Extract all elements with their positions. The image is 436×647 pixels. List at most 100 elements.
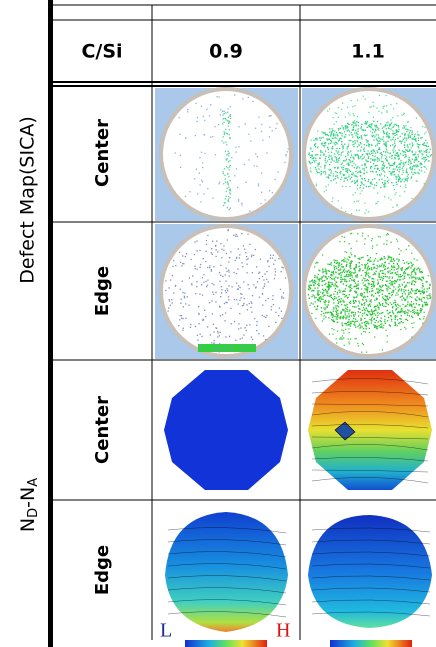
defect-dot — [396, 258, 398, 260]
defect-dot — [207, 187, 209, 190]
defect-dot — [370, 144, 373, 146]
defect-dot — [413, 306, 416, 308]
defect-dot — [325, 185, 327, 188]
defect-dot — [211, 349, 214, 351]
defect-dot — [327, 148, 330, 151]
defect-dot — [366, 286, 368, 289]
defect-dot — [377, 142, 379, 144]
defect-dot — [309, 284, 311, 286]
defect-dot — [326, 286, 328, 288]
defect-dot — [322, 280, 324, 282]
defect-dot — [356, 167, 358, 170]
defect-dot — [326, 290, 329, 292]
defect-dot — [317, 146, 319, 148]
defect-dot — [335, 308, 338, 310]
defect-dot — [334, 141, 337, 143]
defect-dot — [412, 165, 415, 167]
defect-dot — [372, 149, 374, 151]
defect-dot — [231, 157, 233, 159]
defect-dot — [400, 290, 402, 292]
defect-dot — [350, 260, 352, 263]
defect-dot — [330, 140, 333, 142]
defect-dot — [360, 319, 363, 321]
defect-dot — [392, 311, 394, 314]
defect-dot — [230, 347, 233, 349]
defect-dot — [228, 155, 230, 157]
defect-dot — [334, 259, 337, 262]
defect-dot — [390, 294, 393, 297]
defect-dot — [391, 265, 393, 267]
defect-dot — [336, 143, 338, 145]
defect-dot — [394, 280, 397, 282]
defect-dot — [228, 189, 231, 191]
defect-dot — [381, 127, 384, 129]
defect-dot — [417, 154, 419, 156]
defect-dot — [223, 204, 225, 207]
defect-dot — [314, 144, 316, 146]
defect-dot — [344, 310, 346, 312]
defect-dot — [377, 292, 379, 294]
defect-dot — [361, 315, 364, 317]
defect-dot — [366, 273, 368, 275]
defect-dot — [424, 126, 426, 128]
defect-dot — [335, 285, 337, 288]
defect-dot — [374, 136, 376, 138]
defect-dot — [386, 276, 388, 278]
defect-dot — [428, 294, 430, 297]
defect-dot — [405, 154, 407, 156]
defect-dot — [410, 273, 413, 275]
defect-dot — [242, 304, 245, 306]
defect-dot — [397, 179, 400, 181]
defect-dot — [377, 134, 379, 136]
defect-dot — [414, 153, 416, 155]
defect-dot — [318, 168, 320, 170]
defect-dot — [346, 315, 348, 317]
defect-dot — [260, 130, 263, 133]
defect-dot — [396, 204, 398, 206]
defect-dot — [262, 287, 264, 289]
defect-dot — [399, 177, 401, 180]
defect-dot — [214, 245, 217, 247]
defect-dot — [318, 269, 320, 271]
defect-dot — [380, 312, 382, 314]
defect-dot — [337, 277, 339, 279]
contour-line — [311, 469, 429, 473]
defect-dot — [397, 174, 400, 176]
defect-dot — [410, 262, 413, 264]
defect-dot — [347, 338, 349, 340]
defect-dot — [411, 150, 413, 152]
defect-dot — [342, 270, 344, 272]
defect-dot — [350, 131, 352, 134]
defect-dot — [188, 304, 190, 306]
defect-dot — [357, 283, 359, 285]
defect-dot — [378, 142, 380, 145]
defect-dot — [383, 126, 385, 128]
defect-dot — [394, 150, 396, 152]
defect-dot — [330, 133, 333, 135]
defect-dot — [182, 317, 184, 320]
defect-dot — [336, 316, 338, 318]
defect-dot — [386, 180, 388, 183]
defect-dot — [220, 109, 222, 111]
defect-dot — [390, 103, 392, 106]
defect-dot — [415, 158, 417, 161]
defect-dot — [396, 315, 398, 317]
defect-dot — [316, 172, 319, 174]
defect-dot — [386, 105, 388, 107]
defect-dot — [384, 125, 387, 127]
defect-dot — [388, 133, 390, 135]
defect-dot — [328, 138, 331, 140]
defect-dot — [350, 254, 353, 256]
defect-dot — [390, 320, 393, 322]
defect-dot — [262, 335, 265, 337]
defect-dot — [374, 152, 377, 154]
defect-dot — [350, 176, 353, 178]
defect-dot — [362, 187, 364, 189]
defect-dot — [314, 145, 317, 148]
defect-dot — [386, 295, 389, 297]
defect-dot — [386, 267, 389, 270]
defect-dot — [373, 184, 376, 186]
defect-dot — [360, 135, 362, 137]
defect-dot — [335, 271, 337, 274]
contour-line — [311, 611, 431, 617]
